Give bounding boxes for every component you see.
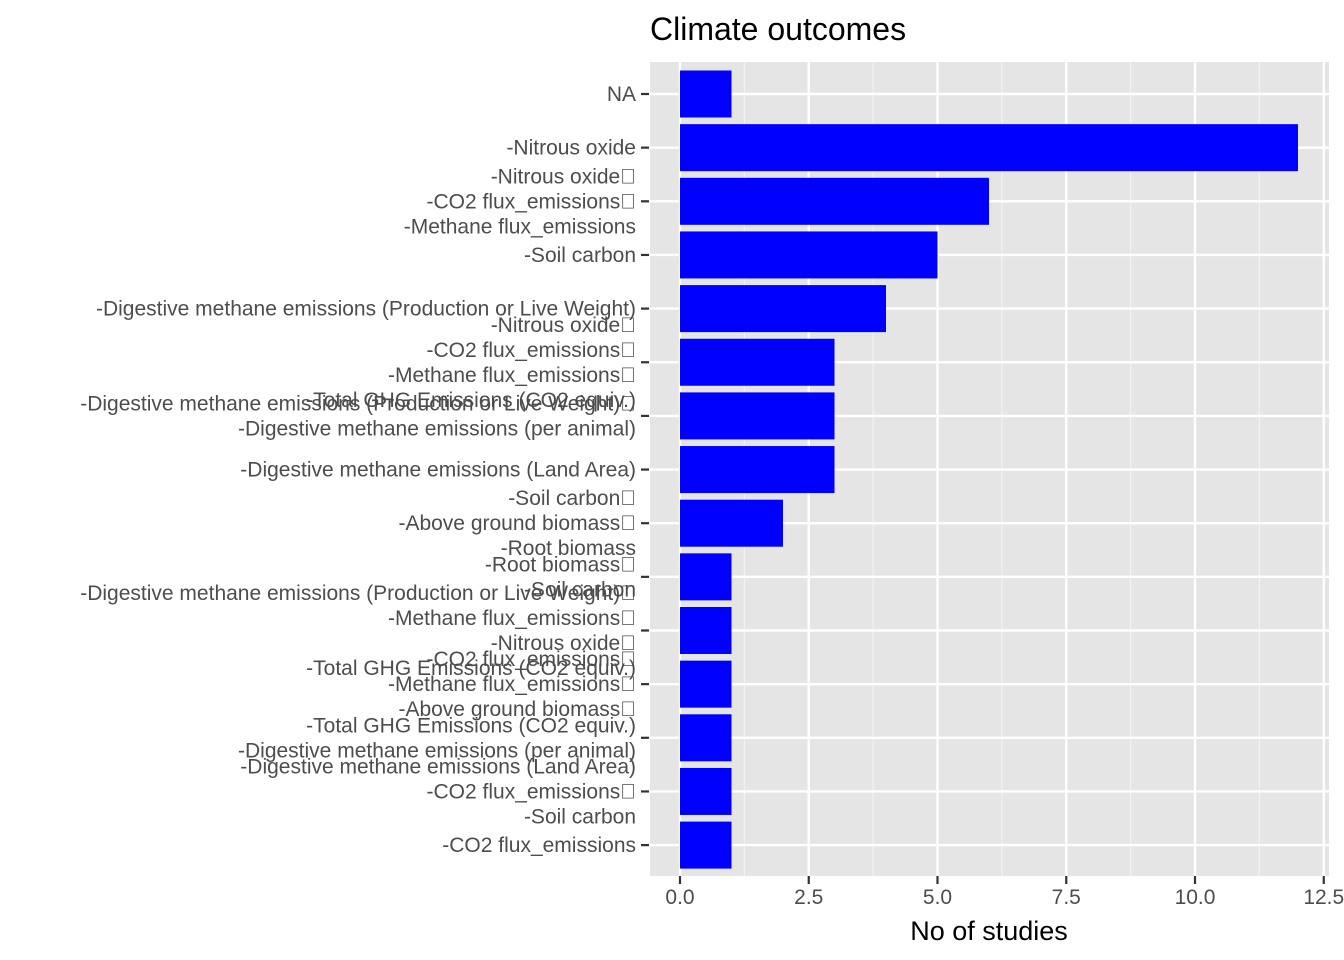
x-tick-label: 7.5 xyxy=(1052,886,1081,909)
x-axis: 0.0 2.5 5.0 7.5 10.0 12.5 xyxy=(665,876,1344,909)
bar xyxy=(680,821,732,869)
bar xyxy=(680,767,732,815)
y-tick-label: -Digestive methane emissions (Production… xyxy=(80,582,636,605)
x-tick-label: 2.5 xyxy=(794,886,823,909)
x-tick-label: 12.5 xyxy=(1303,886,1344,909)
x-tick-label: 5.0 xyxy=(923,886,952,909)
y-tick-label: -Soil carbon xyxy=(524,244,636,267)
bar xyxy=(680,285,886,333)
bars xyxy=(680,70,1298,869)
bar xyxy=(680,607,732,654)
y-tick-label: -Above ground biomass  xyxy=(398,698,636,721)
y-tick-label: -Digestive methane emissions (per animal… xyxy=(238,739,636,762)
y-tick-label: -Methane flux_emissions  xyxy=(388,607,636,630)
bar xyxy=(680,446,835,494)
y-tick-label: -CO2 flux_emissions xyxy=(442,834,636,857)
bar xyxy=(680,392,835,440)
y-tick-label: -Nitrous oxide xyxy=(506,137,636,160)
y-tick-label: -Above ground biomass  xyxy=(398,512,636,535)
y-tick-label: -Total GHG Emissions (CO2 equiv.) xyxy=(306,389,636,412)
x-axis-label: No of studies xyxy=(910,916,1068,946)
bar xyxy=(680,499,783,547)
x-tick-label: 0.0 xyxy=(665,886,694,909)
y-tick-label: -CO2 flux_emissions  xyxy=(427,339,636,362)
y-tick-label: NA xyxy=(607,83,636,106)
y-tick-label: -Methane flux_emissions  xyxy=(388,364,636,387)
y-tick-label: -Digestive methane emissions (Land Area) xyxy=(240,459,636,482)
bar xyxy=(680,714,732,762)
bar xyxy=(680,70,732,118)
y-tick-label: -Methane flux_emissions  xyxy=(388,673,636,696)
y-tick-label: -CO2 flux_emissions  xyxy=(427,190,636,213)
y-tick-label: -Nitrous oxide  xyxy=(491,314,636,337)
y-axis: NA-Nitrous oxide-Nitrous oxide -CO2 flux… xyxy=(80,83,649,857)
y-tick-label: -Nitrous oxide  xyxy=(491,632,636,655)
y-tick-label: -Digestive methane emissions (Production… xyxy=(80,392,636,415)
bar xyxy=(680,553,732,601)
chart-title: Climate outcomes xyxy=(650,11,906,47)
y-tick-label: -Root biomass  xyxy=(485,553,636,576)
y-tick-label: -CO2 flux_emissions  xyxy=(427,780,636,803)
bar xyxy=(680,177,989,225)
y-tick-label: -Soil carbon  xyxy=(508,487,636,510)
y-tick-label: -Total GHG Emissions (CO2 equiv.) xyxy=(306,657,636,680)
bar xyxy=(680,660,732,708)
bar xyxy=(680,124,1298,172)
y-tick-label: -Nitrous oxide  xyxy=(491,165,636,188)
y-tick-label: -Methane flux_emissions xyxy=(404,215,636,238)
y-tick-label: -Digestive methane emissions (Production… xyxy=(96,298,636,321)
y-tick-label: -Soil carbon xyxy=(524,805,636,828)
y-tick-label: -Digestive methane emissions (Land Area) xyxy=(240,755,636,778)
y-tick-label: -CO2 flux_emissions  xyxy=(427,648,636,671)
y-tick-label: -Root biomass xyxy=(501,537,636,560)
x-tick-label: 10.0 xyxy=(1175,886,1216,909)
bar xyxy=(680,338,835,386)
bar xyxy=(680,231,938,279)
y-tick-label: -Digestive methane emissions (per animal… xyxy=(238,417,636,440)
y-tick-label: -Total GHG Emissions (CO2 equiv.) xyxy=(306,714,636,737)
y-tick-label: -Soil carbon xyxy=(524,578,636,601)
